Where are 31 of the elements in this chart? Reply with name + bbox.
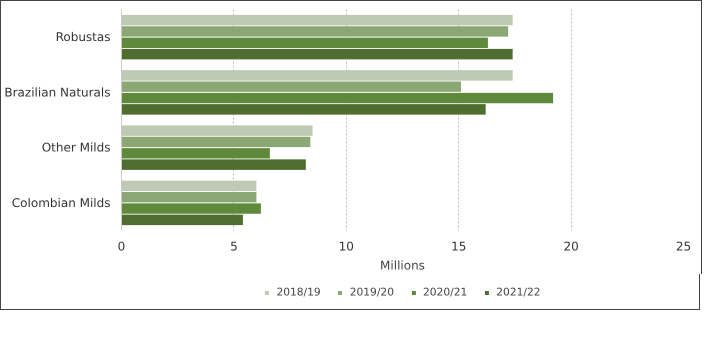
legend-label: 2019/20 [350,286,394,298]
bar [122,192,256,202]
y-tick-label: Other Milds [42,140,111,155]
x-tick-label: 10 [338,240,354,254]
x-axis-title: Millions [380,258,425,272]
bar [122,14,513,26]
x-tick-label: 15 [451,240,466,254]
bar [122,82,461,92]
bar [122,148,270,158]
bar [122,125,313,136]
bar [122,214,243,226]
x-tick-label: 25 [676,240,692,254]
bar [122,70,513,81]
x-tick-label: 0 [118,240,126,254]
bar [122,104,486,115]
bar [122,180,256,192]
bar [122,48,513,60]
legend-label: 2018/19 [276,286,321,298]
bar [122,92,554,104]
bar [122,136,310,148]
y-tick-label: Colombian Milds [12,196,110,210]
bar [122,26,508,37]
legend-label: 2021/22 [496,286,541,298]
x-tick-label: 20 [563,240,579,254]
bar [122,38,488,48]
y-tick-label: Brazilian Naturals [4,85,110,100]
x-tick-label: 5 [230,240,238,254]
bar [122,159,306,170]
legend-label: 2020/21 [423,286,468,298]
y-tick-label: Robustas [56,30,111,44]
bar [122,203,261,214]
